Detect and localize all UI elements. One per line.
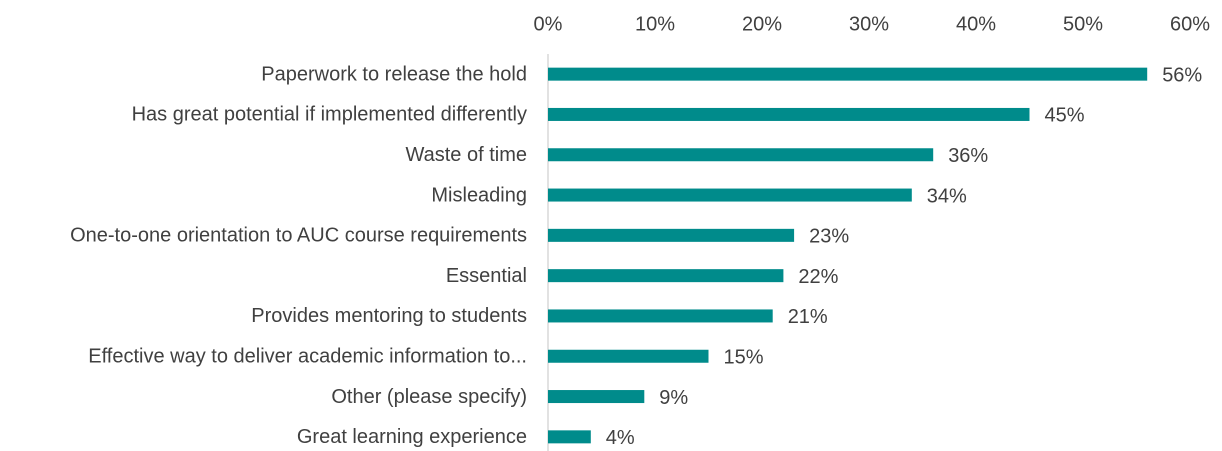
x-tick-label: 50% — [1063, 13, 1103, 35]
x-tick-label: 20% — [742, 13, 782, 35]
y-tick-label: Essential — [446, 265, 527, 287]
data-label: 56% — [1162, 64, 1202, 86]
data-label: 22% — [798, 266, 838, 288]
x-tick-label: 0% — [534, 13, 563, 35]
bar — [548, 228, 795, 242]
y-tick-label: One-to-one orientation to AUC course req… — [70, 225, 527, 247]
bar — [548, 67, 1148, 81]
x-tick-label: 60% — [1170, 13, 1210, 35]
data-label: 34% — [927, 185, 967, 207]
bar — [548, 188, 912, 202]
bar — [548, 269, 784, 283]
y-tick-label: Other (please specify) — [331, 386, 527, 408]
data-label: 4% — [606, 427, 635, 449]
bar — [548, 309, 773, 323]
data-label: 15% — [724, 347, 764, 369]
bar — [548, 390, 645, 404]
y-tick-label: Has great potential if implemented diffe… — [132, 104, 527, 126]
y-tick-label: Provides mentoring to students — [251, 305, 527, 327]
x-tick-label: 30% — [849, 13, 889, 35]
bar — [548, 349, 709, 363]
x-tick-label: 10% — [635, 13, 675, 35]
data-label: 36% — [948, 145, 988, 167]
bar — [548, 107, 1030, 121]
y-tick-label: Waste of time — [405, 144, 527, 166]
bar — [548, 148, 934, 162]
data-label: 45% — [1045, 105, 1085, 127]
data-label: 23% — [809, 226, 849, 248]
y-tick-label: Great learning experience — [297, 426, 527, 448]
bar — [548, 430, 591, 444]
x-tick-label: 40% — [956, 13, 996, 35]
y-tick-label: Paperwork to release the hold — [261, 63, 527, 85]
data-label: 21% — [788, 306, 828, 328]
data-label: 9% — [659, 387, 688, 409]
y-tick-label: Effective way to deliver academic inform… — [88, 346, 527, 368]
y-tick-label: Misleading — [431, 184, 527, 206]
